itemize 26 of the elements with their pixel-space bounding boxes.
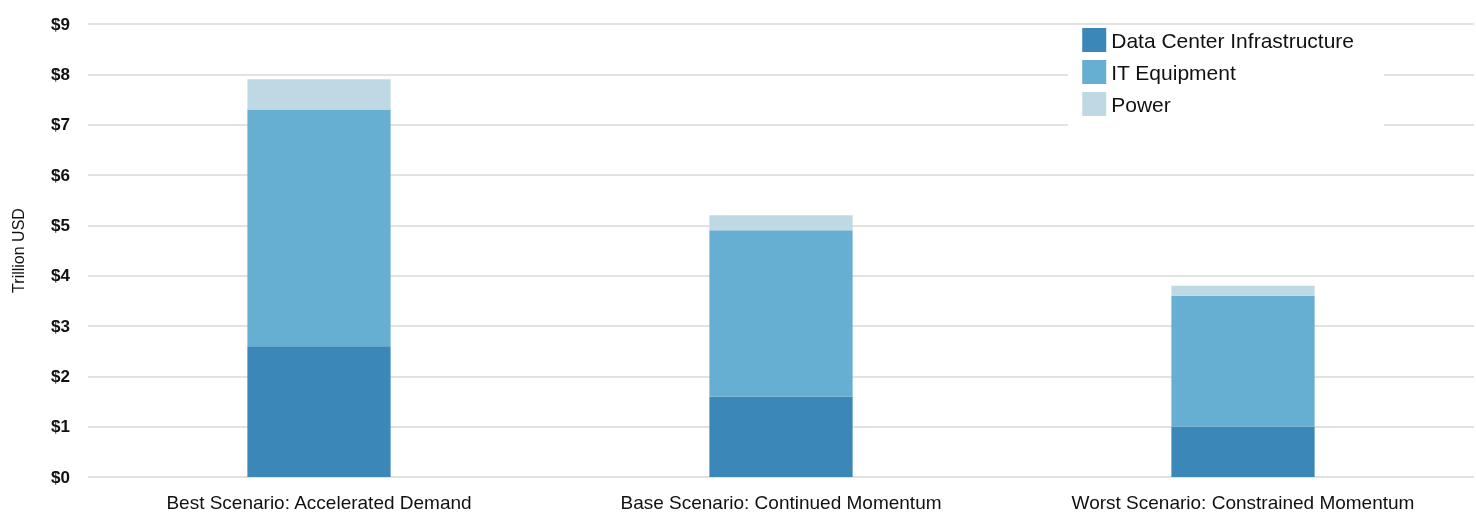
bar: [709, 230, 853, 397]
bar: [709, 396, 853, 477]
y-tick-label: $2: [51, 366, 70, 386]
bar: [709, 215, 853, 231]
y-tick-label: $4: [51, 266, 71, 286]
legend-label: IT Equipment: [1111, 60, 1236, 84]
y-tick-label: $5: [51, 215, 70, 235]
bar: [247, 346, 391, 477]
y-tick-label: $1: [51, 417, 70, 437]
y-tick-label: $6: [51, 165, 70, 185]
legend-label: Power: [1111, 92, 1171, 116]
y-tick-label: $7: [51, 115, 70, 135]
bar: [247, 79, 391, 110]
legend-label: Data Center Infrastructure: [1111, 28, 1355, 52]
y-tick-label: $9: [51, 14, 70, 34]
x-tick-label: Base Scenario: Continued Momentum: [620, 492, 942, 513]
bar: [247, 109, 391, 347]
y-axis-title: Trillion USD: [9, 208, 27, 293]
bar: [1171, 426, 1315, 477]
bar: [1171, 285, 1315, 296]
y-tick-label: $3: [51, 316, 70, 336]
bar: [1171, 295, 1315, 427]
x-tick-label: Worst Scenario: Constrained Momentum: [1071, 492, 1415, 513]
x-tick-label: Best Scenario: Accelerated Demand: [166, 492, 472, 513]
y-tick-label: $8: [51, 64, 70, 84]
y-tick-label: $0: [51, 467, 70, 487]
